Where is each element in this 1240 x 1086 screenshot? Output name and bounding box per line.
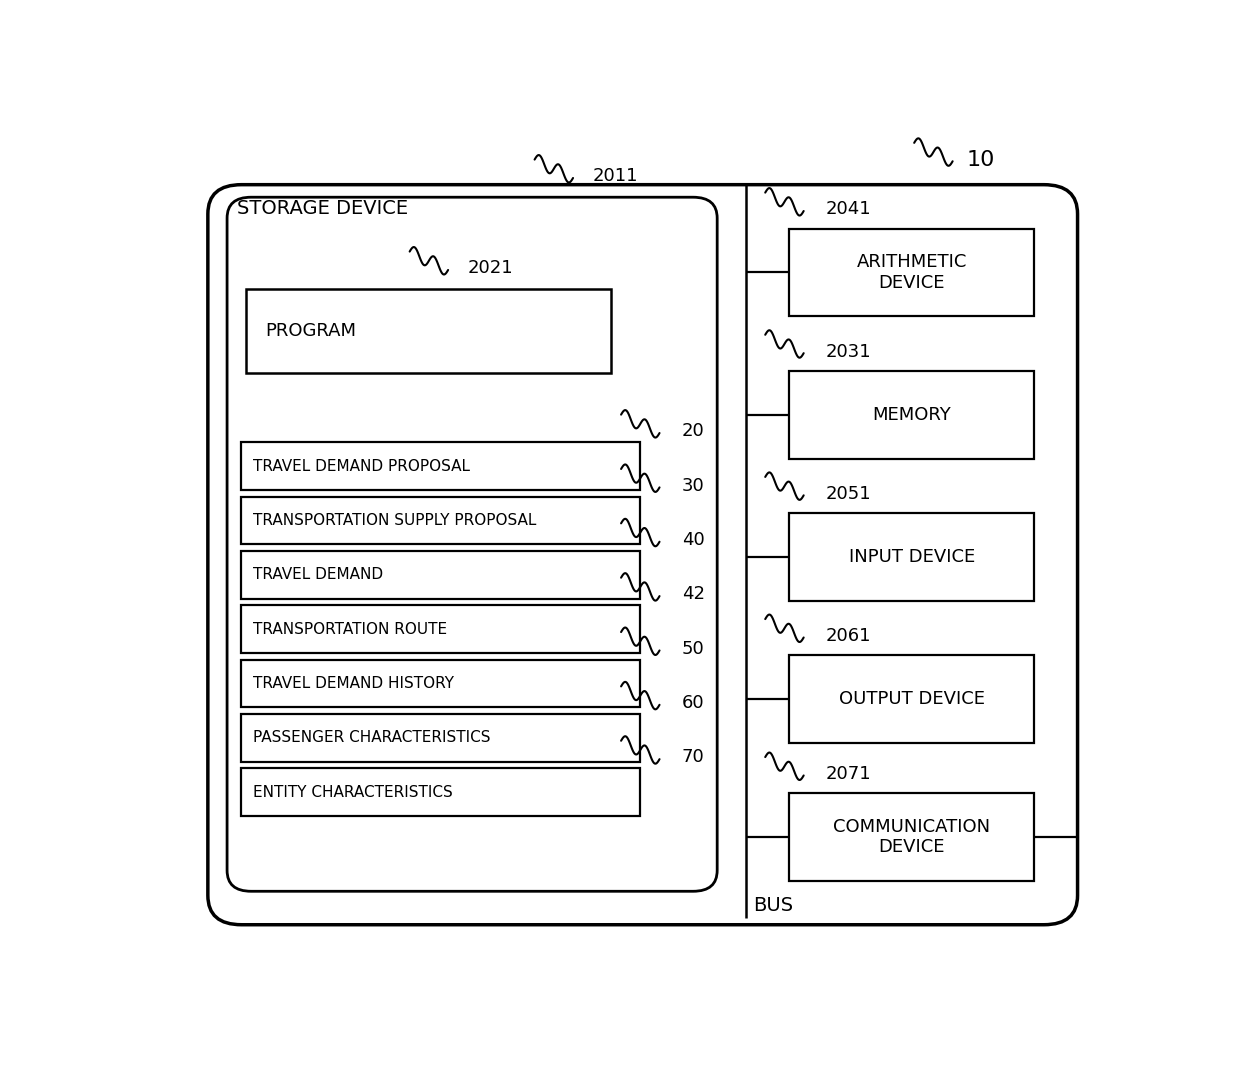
FancyBboxPatch shape [242, 659, 640, 707]
Text: ARITHMETIC
DEVICE: ARITHMETIC DEVICE [857, 253, 967, 292]
Text: TRANSPORTATION ROUTE: TRANSPORTATION ROUTE [253, 621, 448, 636]
Text: 2021: 2021 [467, 260, 513, 277]
FancyBboxPatch shape [242, 769, 640, 816]
Text: OUTPUT DEVICE: OUTPUT DEVICE [838, 690, 985, 708]
FancyBboxPatch shape [242, 442, 640, 490]
FancyBboxPatch shape [227, 198, 717, 892]
FancyBboxPatch shape [242, 551, 640, 598]
Text: 50: 50 [682, 640, 704, 658]
Text: 60: 60 [682, 694, 704, 712]
Text: PROGRAM: PROGRAM [265, 323, 357, 340]
FancyBboxPatch shape [242, 605, 640, 653]
Text: 2041: 2041 [826, 200, 872, 218]
Text: 70: 70 [682, 748, 704, 767]
FancyBboxPatch shape [242, 496, 640, 544]
Text: 2011: 2011 [593, 167, 637, 186]
Text: 2031: 2031 [826, 342, 872, 361]
FancyBboxPatch shape [242, 714, 640, 761]
Text: COMMUNICATION
DEVICE: COMMUNICATION DEVICE [833, 818, 991, 857]
Text: TRAVEL DEMAND HISTORY: TRAVEL DEMAND HISTORY [253, 675, 454, 691]
Text: INPUT DEVICE: INPUT DEVICE [848, 547, 975, 566]
Text: 2071: 2071 [826, 765, 872, 783]
Text: 42: 42 [682, 585, 704, 604]
FancyBboxPatch shape [789, 513, 1034, 601]
FancyBboxPatch shape [247, 289, 611, 372]
Text: TRAVEL DEMAND PROPOSAL: TRAVEL DEMAND PROPOSAL [253, 458, 470, 473]
Text: PASSENGER CHARACTERISTICS: PASSENGER CHARACTERISTICS [253, 730, 491, 745]
Text: 2061: 2061 [826, 627, 872, 645]
Text: BUS: BUS [753, 896, 792, 914]
FancyBboxPatch shape [789, 793, 1034, 881]
Text: 30: 30 [682, 477, 704, 495]
FancyBboxPatch shape [208, 185, 1078, 925]
Text: 20: 20 [682, 422, 704, 440]
Text: STORAGE DEVICE: STORAGE DEVICE [237, 199, 408, 218]
Text: MEMORY: MEMORY [873, 406, 951, 424]
Text: ENTITY CHARACTERISTICS: ENTITY CHARACTERISTICS [253, 785, 453, 799]
Text: TRANSPORTATION SUPPLY PROPOSAL: TRANSPORTATION SUPPLY PROPOSAL [253, 513, 537, 528]
FancyBboxPatch shape [789, 655, 1034, 743]
Text: TRAVEL DEMAND: TRAVEL DEMAND [253, 567, 383, 582]
Text: 10: 10 [967, 150, 996, 169]
Text: 40: 40 [682, 531, 704, 550]
FancyBboxPatch shape [789, 370, 1034, 458]
Text: 2051: 2051 [826, 484, 872, 503]
FancyBboxPatch shape [789, 228, 1034, 316]
